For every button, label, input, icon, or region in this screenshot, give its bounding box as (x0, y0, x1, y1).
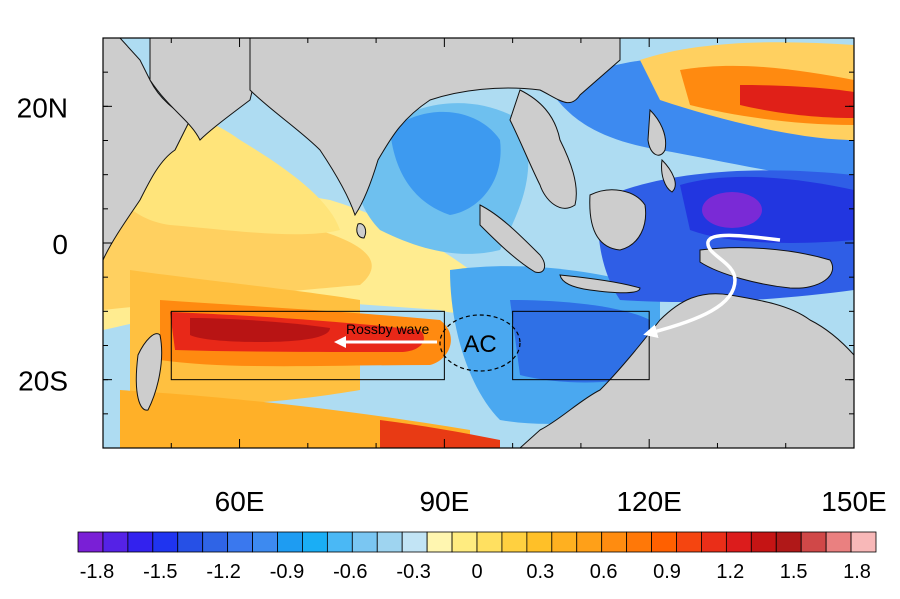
bay-of-bengal-core (390, 111, 501, 215)
colorbar-swatch (77, 531, 104, 553)
borneo-land (589, 189, 647, 251)
colorbar-swatch (202, 531, 229, 553)
sumatra-land (479, 204, 546, 274)
colorbar-label: -0.6 (333, 561, 367, 583)
colorbar-label: 0 (471, 561, 482, 583)
colorbar-label: -0.9 (270, 561, 304, 583)
indochina-land (509, 89, 577, 209)
madagascar-land (135, 333, 163, 411)
colorbar-swatch (651, 531, 677, 553)
colorbar-swatch (302, 531, 328, 553)
colorbar-label: 1.8 (843, 561, 871, 583)
colorbar-swatch (825, 531, 852, 553)
colorbar-swatch (277, 531, 303, 553)
colorbar-label: -1.5 (143, 561, 177, 583)
colorbar-swatch (676, 531, 702, 553)
colorbar-swatch (526, 531, 553, 553)
east-box (512, 310, 650, 381)
colorbar-swatch (102, 531, 129, 553)
colorbar-swatch (601, 531, 628, 553)
colorbar-swatch (326, 531, 353, 553)
colorbar-swatch (701, 531, 727, 553)
anticyclone-ellipse (439, 314, 521, 372)
colorbar-swatch (252, 531, 278, 553)
throughflow-arrow (643, 233, 781, 339)
nw-pacific-max (740, 85, 854, 118)
colorbar-label: -1.2 (206, 561, 240, 583)
latitude-axis: 20N 0 20S (17, 37, 854, 449)
colorbar: -1.8 -1.5 -1.2 -0.9 -0.6 -0.3 0 0.3 0.6 0.9 1.2 1.5… (77, 531, 877, 583)
rossby-wave-label: Rossby wave (346, 321, 429, 337)
southern-warm-core (380, 420, 500, 448)
eastern-io-core (510, 300, 650, 383)
colorbar-swatch (351, 531, 378, 553)
colorbar-swatch (750, 531, 777, 553)
lon-tick-label: 120E (616, 486, 681, 517)
sri-lanka-land (356, 223, 367, 239)
lon-tick-label: 150E (821, 486, 886, 517)
colorbar-label: 1.2 (716, 561, 744, 583)
colorbar-swatch (626, 531, 652, 553)
rossby-max (190, 318, 330, 342)
lon-tick-label: 60E (215, 486, 265, 517)
colorbar-swatch (401, 531, 428, 553)
java-land (559, 274, 641, 294)
colorbar-swatch (850, 531, 877, 553)
anticyclone-label: AC (463, 331, 496, 358)
colorbar-label: 0.6 (590, 561, 618, 583)
colorbar-label: 0.3 (526, 561, 554, 583)
colorbar-label: 0.9 (653, 561, 681, 583)
colorbar-swatch (800, 531, 827, 553)
lat-tick-label: 0 (52, 229, 68, 260)
longitude-axis: 60E 90E 120E 150E (102, 38, 887, 517)
map-plot-area: AC Rossby wave (103, 38, 854, 448)
colorbar-swatch (426, 531, 453, 553)
philippines-land (647, 108, 676, 193)
lat-tick-label: 20N (17, 92, 68, 123)
lat-tick-label: 20S (18, 366, 68, 397)
australia-land (519, 293, 854, 448)
africa-land (103, 38, 191, 261)
colorbar-swatch (551, 531, 578, 553)
arabia-land (149, 38, 266, 141)
colorbar-label: 1.5 (780, 561, 808, 583)
colorbar-swatch (451, 531, 478, 553)
colorbar-label: -1.8 (80, 561, 114, 583)
west-box (170, 310, 445, 381)
colorbar-swatch (127, 531, 154, 553)
colorbar-swatch (476, 531, 503, 553)
colorbar-swatch (376, 531, 403, 553)
maritime-min (702, 192, 762, 228)
lon-tick-label: 90E (419, 486, 469, 517)
colorbar-swatch (576, 531, 603, 553)
asia-land (249, 38, 621, 217)
colorbar-swatch (501, 531, 528, 553)
colorbar-swatch (152, 531, 179, 553)
colorbar-swatch (725, 531, 752, 553)
colorbar-swatch (227, 531, 253, 553)
colorbar-swatch (775, 531, 802, 553)
colorbar-swatch (177, 531, 204, 553)
land-masses (103, 38, 854, 448)
colorbar-label: -0.3 (396, 561, 430, 583)
